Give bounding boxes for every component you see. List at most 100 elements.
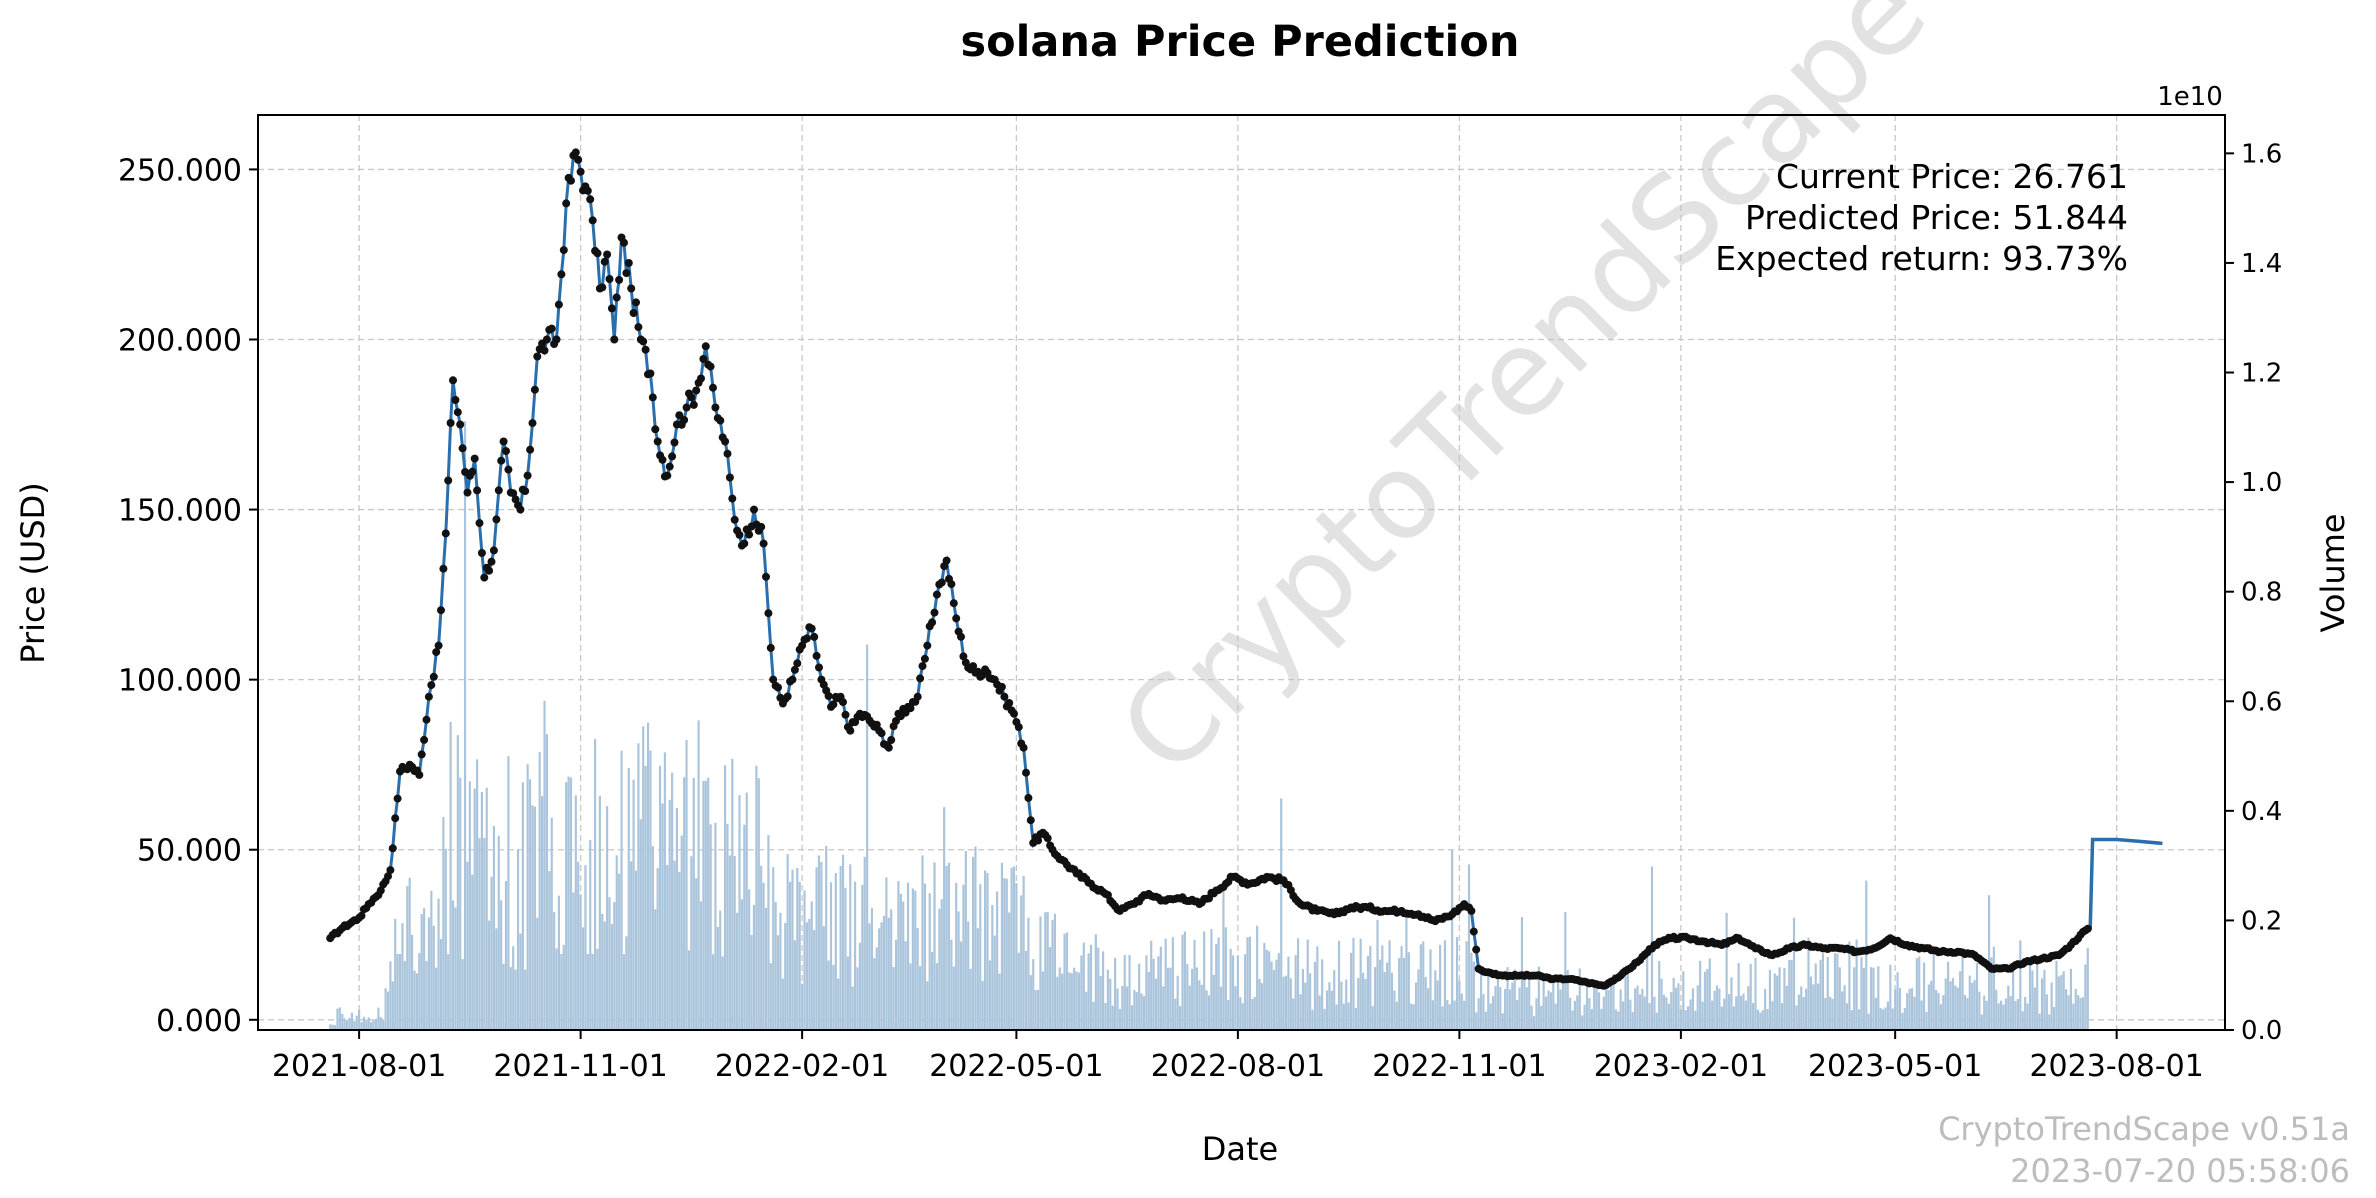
volume-bar [1027, 917, 1030, 1030]
volume-bar [1386, 962, 1389, 1030]
volume-bar [507, 756, 510, 1030]
price-point [807, 624, 816, 633]
volume-bar [1410, 1003, 1413, 1030]
volume-bar [1207, 995, 1211, 1030]
volume-bar [1133, 989, 1136, 1030]
volume-bar [531, 805, 534, 1030]
price-point [1469, 927, 1478, 936]
volume-bar [1788, 959, 1791, 1030]
volume-bar [1111, 1005, 1114, 1030]
volume-bar [562, 944, 565, 1030]
price-point [526, 445, 535, 454]
volume-bar [533, 806, 536, 1030]
volume-bar [769, 963, 772, 1030]
x-tick-label: 2023-08-01 [2029, 1049, 2203, 1084]
volume-bar [1870, 967, 1873, 1030]
volume-bar [683, 777, 686, 1030]
volume-bar [2074, 988, 2077, 1030]
volume-bar [610, 924, 613, 1030]
volume-bar [427, 917, 431, 1030]
price-point [949, 599, 958, 608]
volume-bar [1020, 895, 1023, 1030]
volume-bar [1674, 987, 1678, 1030]
volume-bar [365, 1019, 368, 1030]
volume-bar [403, 961, 406, 1030]
price-point [872, 720, 881, 729]
volume-bar [1701, 1001, 1704, 1030]
price-point [470, 454, 479, 463]
volume-bar [1983, 995, 1986, 1030]
volume-bar [841, 854, 845, 1030]
volume-bar [687, 950, 691, 1030]
volume-bar [1884, 1007, 1887, 1030]
volume-bar [1123, 955, 1126, 1030]
volume-bar [1956, 987, 1959, 1030]
price-point [757, 522, 766, 531]
volume-bar [1631, 1012, 1634, 1030]
volume-bar [495, 928, 498, 1030]
volume-bar [723, 765, 727, 1030]
volume-bar [1022, 875, 1025, 1030]
volume-bar [1585, 981, 1589, 1030]
volume-bar [1855, 939, 1858, 1030]
price-point [824, 692, 833, 700]
price-point [952, 614, 961, 623]
volume-bar [1665, 997, 1668, 1030]
volume-bar [1448, 1004, 1451, 1030]
volume-bar [1605, 986, 1608, 1030]
volume-bar [1097, 947, 1100, 1030]
y-axis-left: 0.000 50.000 100.000 150.000 200.000 250.000 [118, 153, 258, 1039]
volume-bar [1814, 963, 1817, 1030]
volume-bar [1289, 978, 1292, 1030]
volume-bar [887, 917, 890, 1030]
volume-bar [420, 914, 423, 1030]
volume-bar [736, 912, 739, 1030]
volume-bar [1188, 985, 1191, 1030]
volume-bar [1128, 955, 1131, 1030]
volume-bar [615, 855, 618, 1030]
volume-bar [1812, 984, 1815, 1030]
volume-bar [1949, 981, 1952, 1030]
volume-bar [1824, 997, 1827, 1030]
volume-bar [1193, 939, 1196, 1030]
volume-bar [1809, 976, 1812, 1030]
price-point [615, 275, 624, 284]
volume-bar [598, 795, 601, 1030]
volume-bar [1265, 949, 1268, 1030]
volume-bar [1378, 959, 1382, 1030]
volume-bar [1903, 1007, 1906, 1030]
volume-bar [772, 867, 775, 1030]
volume-bar [1800, 986, 1803, 1030]
price-point [415, 770, 424, 779]
price-point [603, 250, 612, 259]
volume-bar [1629, 999, 1632, 1030]
volume-bar [651, 846, 654, 1030]
volume-bar [671, 772, 674, 1030]
volume-bar [1655, 1012, 1658, 1030]
volume-bar [447, 954, 450, 1030]
price-point [542, 335, 551, 344]
volume-bar [1894, 989, 1897, 1030]
volume-bar [1010, 867, 1013, 1030]
volume-bar [581, 927, 585, 1030]
price-point [458, 444, 467, 453]
x-tick-label: 2023-05-01 [1808, 1049, 1982, 1084]
y-tick-label: 150.000 [118, 494, 242, 529]
volume-bar [625, 936, 628, 1030]
x-axis: 2021-08-01 2021-11-01 2022-02-01 2022-05-01… [272, 1030, 2204, 1084]
volume-bar [880, 922, 883, 1030]
predicted-price-annotation: Predicted Price: 51.844 [1745, 198, 2128, 237]
volume-bar [1229, 948, 1232, 1030]
volume-bar [1342, 1003, 1345, 1030]
volume-bar [1614, 1009, 1617, 1030]
volume-bar [1578, 968, 1581, 1030]
price-point [424, 692, 433, 701]
volume-bar [1595, 981, 1598, 1030]
volume-bar [1785, 985, 1788, 1030]
volume-bar [1446, 1000, 1449, 1030]
price-point [420, 735, 429, 744]
volume-bar [1836, 953, 1839, 1030]
volume-bar [1147, 971, 1150, 1030]
volume-bar [1024, 950, 1028, 1030]
volume-bar [1063, 933, 1066, 1030]
